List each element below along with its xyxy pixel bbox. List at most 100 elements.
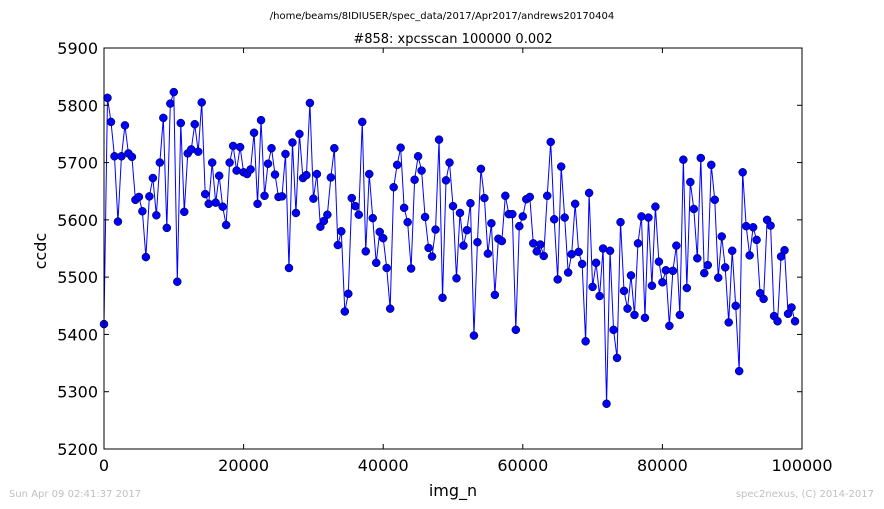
chart-suptitle: /home/beams/8IDIUSER/spec_data/2017/Apr2… (270, 11, 614, 22)
data-point (351, 201, 360, 211)
data-point (713, 273, 723, 282)
data-point (392, 160, 402, 170)
data-point (106, 117, 116, 127)
data-point (640, 313, 650, 323)
data-point (403, 217, 412, 227)
chart-title: #858: xpcsscan 100000 0.002 (353, 32, 552, 47)
data-point (745, 251, 754, 260)
data-point (291, 208, 301, 218)
data-point (431, 225, 440, 234)
data-point (511, 325, 521, 335)
data-point (378, 233, 388, 243)
data-point (155, 158, 165, 167)
data-point (176, 118, 186, 128)
data-point (682, 283, 692, 293)
data-point (173, 277, 182, 286)
y-axis-ticks: 5200 5300 5400 5500 5600 5700 5800 5900 (57, 39, 802, 459)
data-point (424, 243, 433, 253)
data-point (364, 169, 374, 179)
data-point (221, 220, 231, 230)
data-point (508, 209, 517, 219)
data-point (542, 191, 552, 201)
data-point (602, 399, 611, 408)
data-point (630, 310, 639, 320)
data-point (448, 201, 458, 211)
data-point (738, 168, 747, 177)
data-point (138, 207, 147, 216)
data-point (487, 219, 496, 228)
data-point (560, 213, 569, 222)
x-tick-label: 80000 (637, 456, 688, 475)
data-point (525, 192, 535, 202)
data-point (312, 169, 322, 179)
data-point (417, 166, 426, 175)
y-tick-label: 5400 (57, 325, 98, 344)
data-point (337, 227, 346, 236)
data-point (752, 235, 761, 245)
data-point (385, 304, 395, 313)
data-point (225, 158, 234, 167)
data-point (103, 93, 112, 103)
data-point (476, 164, 486, 174)
data-point (748, 223, 758, 232)
data-point (452, 274, 461, 283)
data-point (556, 162, 566, 171)
data-point (574, 247, 583, 257)
data-point (497, 236, 507, 246)
data-point (340, 307, 350, 316)
data-point (619, 286, 629, 296)
data-point (455, 208, 465, 218)
data-point (720, 263, 730, 272)
data-point (672, 241, 681, 250)
y-tick-label: 5500 (57, 268, 98, 287)
data-point (462, 225, 472, 235)
data-point (441, 176, 451, 185)
footer-credit: spec2nexus, (C) 2014-2017 (735, 489, 874, 500)
data-point (193, 147, 203, 156)
data-point (253, 199, 262, 209)
x-axis-label: img_n (429, 481, 477, 501)
data-point (766, 221, 775, 230)
data-point (361, 247, 370, 256)
data-point (546, 137, 555, 147)
data-point (288, 138, 297, 147)
data-point (707, 160, 716, 170)
data-point (515, 221, 524, 231)
data-point (246, 165, 255, 174)
data-point (396, 143, 405, 152)
data-point (734, 366, 744, 376)
data-point (302, 170, 311, 180)
y-axis-label: ccdc (31, 233, 50, 270)
data-point (637, 212, 646, 221)
y-tick-label: 5200 (57, 440, 98, 459)
x-tick-label: 60000 (497, 456, 548, 475)
data-point (686, 177, 695, 187)
data-point (162, 223, 172, 233)
series-layer (99, 87, 800, 408)
data-point (518, 212, 528, 221)
data-point (679, 155, 688, 164)
data-point (281, 149, 290, 159)
data-point (696, 153, 706, 163)
data-point (539, 251, 548, 261)
data-point (665, 321, 674, 331)
data-point (647, 281, 657, 290)
data-point (127, 152, 137, 162)
data-point (553, 275, 562, 284)
x-tick-label: 100000 (771, 456, 832, 475)
data-point (780, 245, 789, 255)
data-point (434, 135, 444, 144)
data-point (267, 144, 276, 153)
data-point (741, 221, 751, 231)
data-point (536, 240, 545, 249)
data-point (703, 260, 713, 270)
data-point (570, 199, 580, 209)
data-point (295, 129, 304, 139)
data-point (532, 247, 542, 256)
data-point (141, 252, 151, 262)
y-tick-label: 5900 (57, 39, 98, 58)
data-point (152, 211, 161, 220)
data-point (438, 293, 447, 303)
data-point (190, 119, 199, 129)
data-point (654, 257, 664, 266)
